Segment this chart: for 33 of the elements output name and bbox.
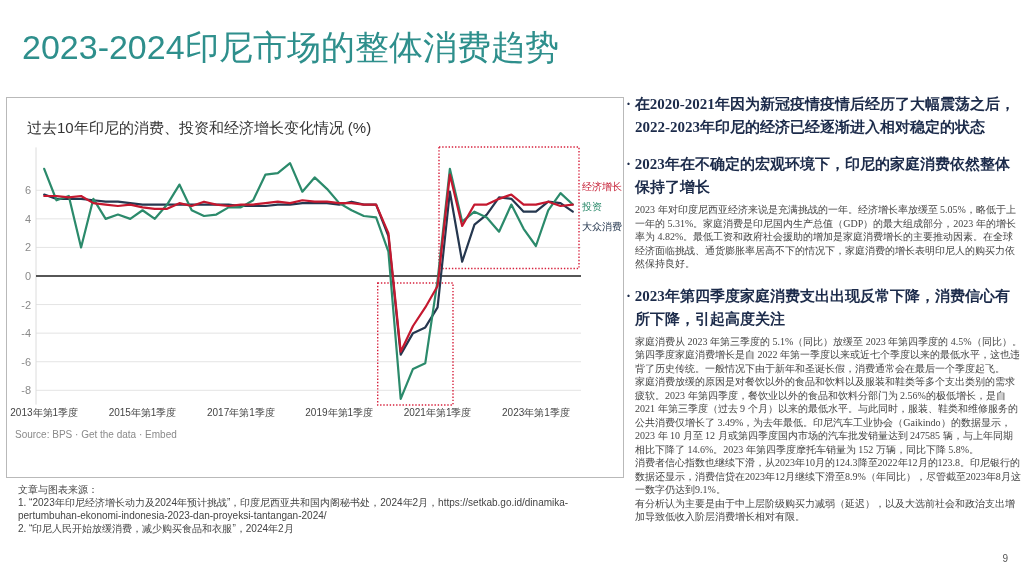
text: 有分析认为主要是由于中上层阶级购买力减弱（延迟），以及大选前社会和政治支出增加导致低收入阶层消费增长相对有限。 <box>634 496 1016 524</box>
y-tick-label: 4 <box>24 212 31 225</box>
chart-subtitle: 过去10年印尼的消费、投资和经济增长变化情况 (%) <box>27 118 372 138</box>
x-tick-label: 2019年第1季度 <box>305 407 374 419</box>
text: 9 <box>1002 552 1008 566</box>
y-tick-label: -2 <box>21 298 31 311</box>
text: · 2023年在不确定的宏观环境下，印尼的家庭消费依然整体保持了增长 <box>626 155 1011 197</box>
chart-title: 2023-2024印尼市场的整体消费趋势 <box>22 27 559 67</box>
text: 文章与图表来源： <box>18 483 99 496</box>
text: 1. “2023年印尼经济增长动力及2024年预计挑战”，印度尼西亚共和国内阁秘书处，2024年2月，https://setkab.go.id/dinamika-pertumbuhan-ekonomi-indonesia-2023-dan-proyeksi-tantangan-2024/ <box>18 496 570 522</box>
x-tick-label: 2015年第1季度 <box>108 407 177 419</box>
line-series <box>43 162 574 400</box>
text: 2023 年对印度尼西亚经济来说是充满挑战的一年。经济增长率放缓至 5.05%，略低于上一年的 5.31%。家庭消费是印尼国内生产总值（GDP）的最大组成部分，2023 年的增长率为 4.82%。最低工资和政府社会援助的增加是家庭消费增长的主要推动因素。在全球经济面临挑战、通货膨胀率居高不下的情况下，家庭消费的增长表明印尼人的购买力依然保持良好。 <box>634 203 1017 271</box>
y-tick-label: 2 <box>24 241 31 254</box>
y-tick-label: 6 <box>24 184 31 197</box>
text: 2. “印尼人民开始放缓消费，减少购买食品和衣服”，2024年2月 <box>18 522 295 535</box>
text: 家庭消费从 2023 年第三季度的 5.1%（同比）放缓至 2023 年第四季度的 4.5%（同比）。第四季度家庭消费增长是自 2022 年第一季度以来或近七个季度以来的最低水平，这也违背了历史传统。一般情况下由于新年和圣诞长假，消费通常会在最后一个季度起飞。 <box>634 334 1022 375</box>
series-label: 经济增长 <box>581 181 622 193</box>
source-note: Source: BPS · Get the data · Embed <box>15 428 177 442</box>
y-tick-label: -6 <box>21 355 31 368</box>
text: 消费者信心指数也继续下滑，从2023年10月的124.3降至2022年12月的123.8。印尼银行的数据还显示，消费信贷在2023年12月继续下滑至8.9%（年同比），尽管截至2023年8月这一数字仍达到9.1%。 <box>634 456 1022 497</box>
series-label: 大众消费 <box>581 221 622 233</box>
y-tick-label: 0 <box>24 270 31 282</box>
x-tick-label: 2021年第1季度 <box>403 407 472 419</box>
y-tick-label: -4 <box>21 327 31 340</box>
text: 家庭消费放缓的原因是对餐饮以外的食品和饮料以及服装和鞋类等多个支出类别的需求疲软。2023 年第四季度，餐饮业以外的食品和饮料分部门为 2.56%的极低增长，是自 2021 年第三季度（过去 9 个月）以来的最低水平。与此同时，服装、鞋类和维修服务的公共消费仅增长了 3.49%，为去年最低。印尼汽车工业协会（Gaikindo）的数据显示，2023 年 10 月至 12 月或第四季度国内市场的汽车批发销量达到 247585 辆，与上年同期相比下降了 14.6%。2023 年第四季度摩托车销量为 152 万辆，同比下降 5.8%。 <box>634 375 1019 456</box>
text: · 在2020-2021年因为新冠疫情疫情后经历了大幅震荡之后，2022-2023年印尼的经济已经逐渐进入相对稳定的状态 <box>626 95 1016 137</box>
text: · 2023年第四季度家庭消费支出出现反常下降，消费信心有所下降，引起高度关注 <box>626 286 1011 329</box>
y-tick-label: -8 <box>21 384 31 397</box>
x-tick-label: 2013年第1季度 <box>10 407 79 419</box>
series-label: 投资 <box>580 201 602 213</box>
x-tick-label: 2023年第1季度 <box>502 407 570 419</box>
x-tick-label: 2017年第1季度 <box>206 407 275 419</box>
